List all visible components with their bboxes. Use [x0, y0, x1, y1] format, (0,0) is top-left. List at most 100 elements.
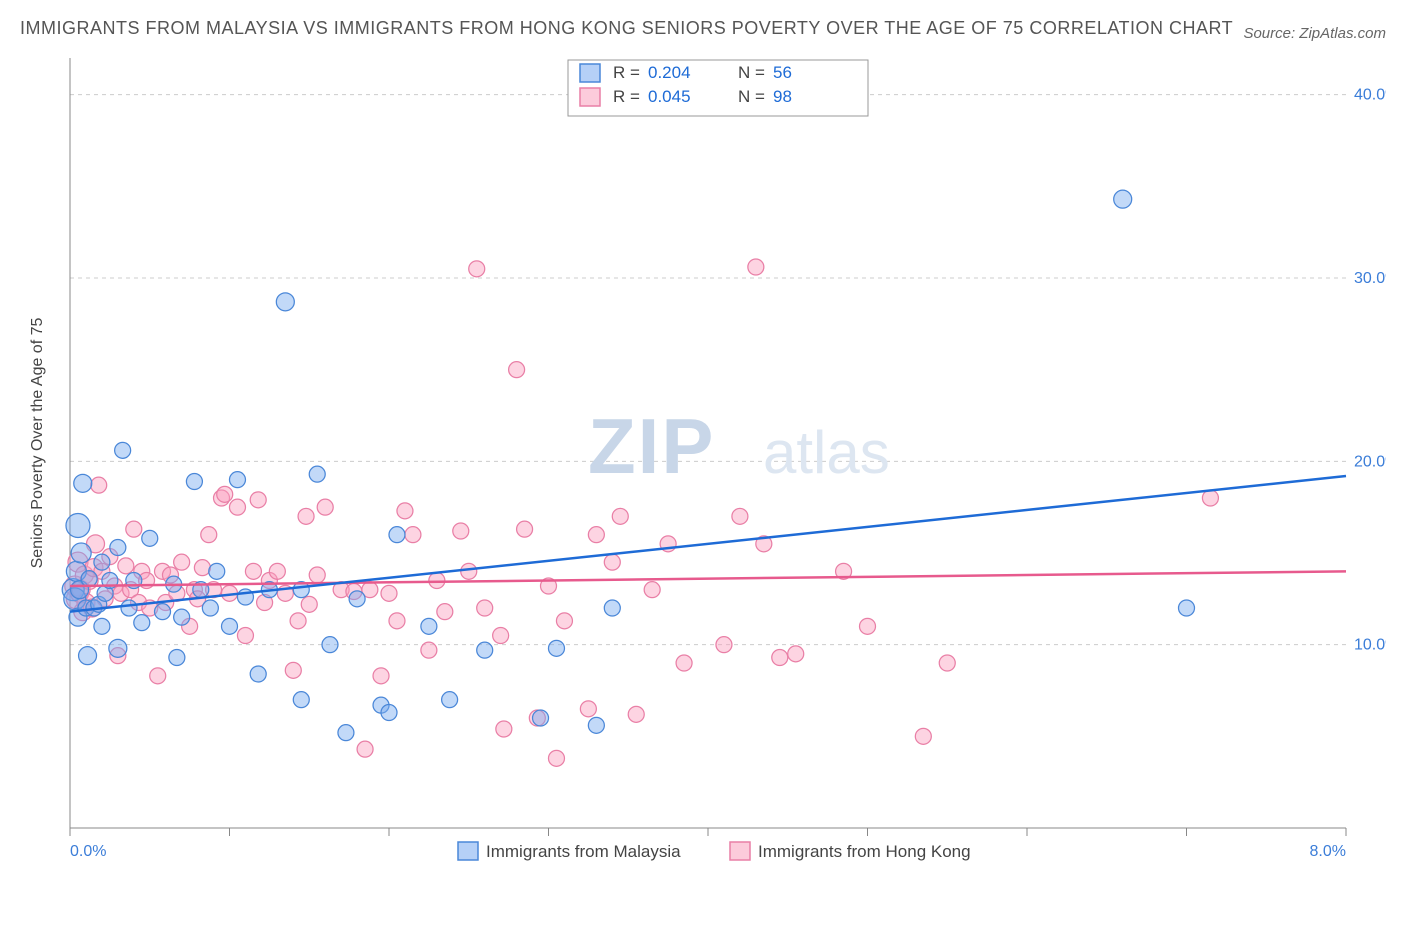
data-point-hongkong — [716, 637, 732, 653]
data-point-malaysia — [389, 527, 405, 543]
data-point-malaysia — [604, 600, 620, 616]
data-point-hongkong — [317, 499, 333, 515]
data-point-hongkong — [437, 604, 453, 620]
data-point-hongkong — [269, 563, 285, 579]
data-point-malaysia — [477, 642, 493, 658]
data-point-hongkong — [298, 508, 314, 524]
data-point-malaysia — [79, 647, 97, 665]
data-point-hongkong — [285, 662, 301, 678]
data-point-hongkong — [517, 521, 533, 537]
watermark: ZIP — [588, 402, 715, 490]
data-point-hongkong — [915, 728, 931, 744]
y-tick-label: 20.0% — [1354, 453, 1386, 470]
data-point-malaysia — [338, 725, 354, 741]
chart-title: IMMIGRANTS FROM MALAYSIA VS IMMIGRANTS F… — [20, 15, 1233, 42]
legend-label: Immigrants from Hong Kong — [758, 842, 971, 861]
data-point-hongkong — [118, 558, 134, 574]
legend-n-label: N = — [738, 63, 765, 82]
y-tick-label: 40.0% — [1354, 87, 1386, 104]
data-point-malaysia — [186, 474, 202, 490]
data-point-malaysia — [121, 600, 137, 616]
data-point-hongkong — [644, 582, 660, 598]
data-point-hongkong — [604, 554, 620, 570]
legend-n-label: N = — [738, 87, 765, 106]
data-point-hongkong — [628, 706, 644, 722]
data-point-hongkong — [150, 668, 166, 684]
x-tick-label: 0.0% — [70, 843, 106, 860]
data-point-hongkong — [217, 486, 233, 502]
data-point-hongkong — [588, 527, 604, 543]
data-point-malaysia — [381, 705, 397, 721]
data-point-hongkong — [201, 527, 217, 543]
data-point-hongkong — [397, 503, 413, 519]
data-point-hongkong — [405, 527, 421, 543]
data-point-malaysia — [1179, 600, 1195, 616]
y-axis-label: Seniors Poverty Over the Age of 75 — [29, 318, 46, 569]
legend-swatch — [730, 842, 750, 860]
data-point-malaysia — [202, 600, 218, 616]
data-point-malaysia — [533, 710, 549, 726]
data-point-hongkong — [676, 655, 692, 671]
legend-r-label: R = — [613, 63, 640, 82]
data-point-malaysia — [588, 717, 604, 733]
data-point-malaysia — [155, 604, 171, 620]
data-point-malaysia — [109, 639, 127, 657]
legend-n-value: 98 — [773, 87, 792, 106]
legend-n-value: 56 — [773, 63, 792, 82]
data-point-hongkong — [548, 750, 564, 766]
legend-swatch — [580, 88, 600, 106]
data-point-malaysia — [169, 650, 185, 666]
data-point-hongkong — [421, 642, 437, 658]
data-point-hongkong — [174, 554, 190, 570]
data-point-malaysia — [94, 618, 110, 634]
data-point-malaysia — [66, 514, 90, 538]
legend-swatch — [580, 64, 600, 82]
data-point-hongkong — [860, 618, 876, 634]
data-point-malaysia — [421, 618, 437, 634]
data-point-hongkong — [1202, 490, 1218, 506]
data-point-malaysia — [548, 640, 564, 656]
data-point-hongkong — [250, 492, 266, 508]
header: IMMIGRANTS FROM MALAYSIA VS IMMIGRANTS F… — [20, 15, 1386, 42]
source-label: Source: ZipAtlas.com — [1243, 25, 1386, 42]
data-point-hongkong — [309, 567, 325, 583]
data-point-hongkong — [245, 563, 261, 579]
data-point-hongkong — [748, 259, 764, 275]
legend-r-value: 0.204 — [648, 63, 691, 82]
data-point-hongkong — [556, 613, 572, 629]
data-point-hongkong — [453, 523, 469, 539]
data-point-hongkong — [772, 650, 788, 666]
chart-svg: 10.0%20.0%30.0%40.0%ZIPatlas0.0%8.0%Seni… — [20, 48, 1386, 888]
data-point-malaysia — [134, 615, 150, 631]
data-point-hongkong — [357, 741, 373, 757]
data-point-hongkong — [389, 613, 405, 629]
data-point-malaysia — [94, 554, 110, 570]
data-point-hongkong — [126, 521, 142, 537]
data-point-malaysia — [276, 293, 294, 311]
data-point-malaysia — [229, 472, 245, 488]
data-point-malaysia — [309, 466, 325, 482]
data-point-hongkong — [612, 508, 628, 524]
data-point-hongkong — [469, 261, 485, 277]
data-point-hongkong — [788, 646, 804, 662]
data-point-hongkong — [493, 628, 509, 644]
data-point-malaysia — [110, 540, 126, 556]
x-tick-label: 8.0% — [1310, 843, 1346, 860]
data-point-hongkong — [373, 668, 389, 684]
data-point-hongkong — [237, 628, 253, 644]
legend-r-label: R = — [613, 87, 640, 106]
legend-label: Immigrants from Malaysia — [486, 842, 681, 861]
data-point-malaysia — [142, 530, 158, 546]
legend-swatch — [458, 842, 478, 860]
data-point-malaysia — [293, 692, 309, 708]
data-point-malaysia — [349, 591, 365, 607]
data-point-malaysia — [174, 609, 190, 625]
data-point-malaysia — [442, 692, 458, 708]
data-point-malaysia — [250, 666, 266, 682]
data-point-hongkong — [732, 508, 748, 524]
scatter-chart: 10.0%20.0%30.0%40.0%ZIPatlas0.0%8.0%Seni… — [20, 48, 1386, 888]
data-point-malaysia — [1114, 190, 1132, 208]
data-point-hongkong — [939, 655, 955, 671]
y-tick-label: 10.0% — [1354, 637, 1386, 654]
data-point-hongkong — [509, 362, 525, 378]
